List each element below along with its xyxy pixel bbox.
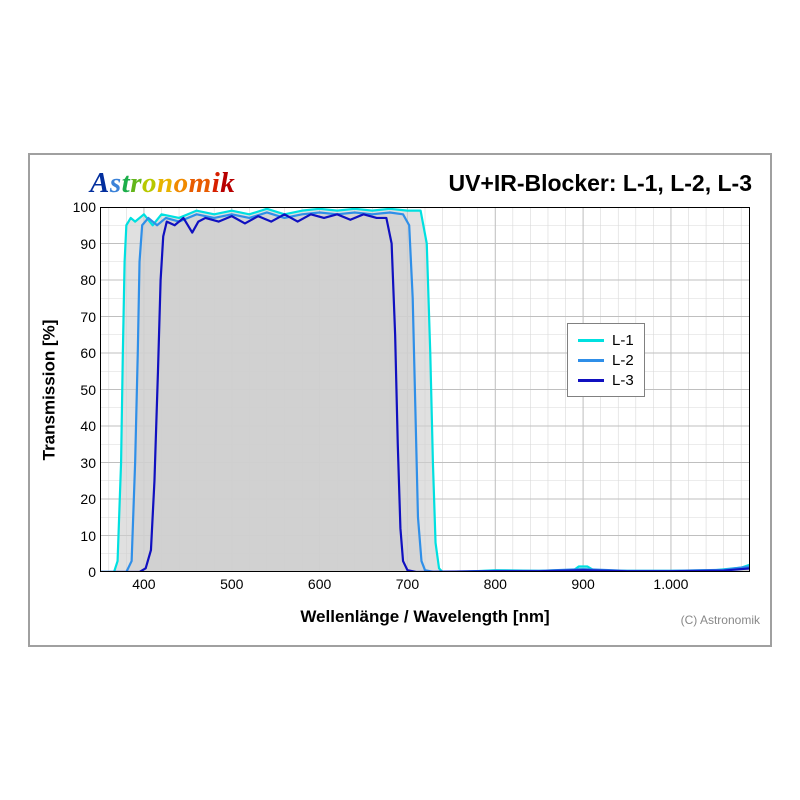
- legend-label: L-1: [612, 332, 634, 349]
- y-tick-label: 100: [66, 199, 96, 215]
- y-tick-label: 20: [66, 491, 96, 507]
- y-tick-label: 50: [66, 382, 96, 398]
- y-tick-label: 90: [66, 236, 96, 252]
- x-tick-label: 400: [132, 576, 155, 592]
- legend-swatch: [578, 379, 604, 382]
- plot-svg: [100, 207, 750, 572]
- legend-label: L-2: [612, 352, 634, 369]
- y-tick-label: 60: [66, 345, 96, 361]
- chart-header: Astronomik UV+IR-Blocker: L-1, L-2, L-3: [30, 165, 770, 201]
- y-tick-label: 80: [66, 272, 96, 288]
- brand-logo: Astronomik: [90, 167, 235, 200]
- x-tick-labels: 400 500 600 700 800 900 1.000: [100, 572, 750, 596]
- legend-swatch: [578, 339, 604, 342]
- copyright-text: (C) Astronomik: [681, 613, 760, 627]
- page: Astronomik UV+IR-Blocker: L-1, L-2, L-3 …: [0, 0, 800, 800]
- y-tick-label: 70: [66, 309, 96, 325]
- x-tick-label: 600: [308, 576, 331, 592]
- legend-label: L-3: [612, 372, 634, 389]
- legend-item: L-1: [578, 330, 634, 350]
- x-tick-label: 700: [396, 576, 419, 592]
- y-tick-label: 30: [66, 455, 96, 471]
- y-axis-label: Transmission [%]: [38, 207, 60, 572]
- x-axis-label: Wellenlänge / Wavelength [nm]: [100, 607, 750, 627]
- y-tick-label: 10: [66, 528, 96, 544]
- x-tick-label: 900: [571, 576, 594, 592]
- y-tick-label: 40: [66, 418, 96, 434]
- legend: L-1 L-2 L-3: [567, 323, 645, 397]
- y-tick-label: 0: [66, 564, 96, 580]
- x-tick-label: 800: [484, 576, 507, 592]
- legend-swatch: [578, 359, 604, 362]
- legend-item: L-2: [578, 350, 634, 370]
- x-tick-label: 500: [220, 576, 243, 592]
- y-tick-labels: 0102030405060708090100: [66, 207, 96, 572]
- legend-item: L-3: [578, 370, 634, 390]
- x-tick-label: 1.000: [653, 576, 688, 592]
- chart-panel: Astronomik UV+IR-Blocker: L-1, L-2, L-3 …: [28, 153, 772, 647]
- chart-title: UV+IR-Blocker: L-1, L-2, L-3: [448, 170, 752, 197]
- plot-area: L-1 L-2 L-3: [100, 207, 750, 572]
- y-axis-label-text: Transmission [%]: [39, 319, 59, 460]
